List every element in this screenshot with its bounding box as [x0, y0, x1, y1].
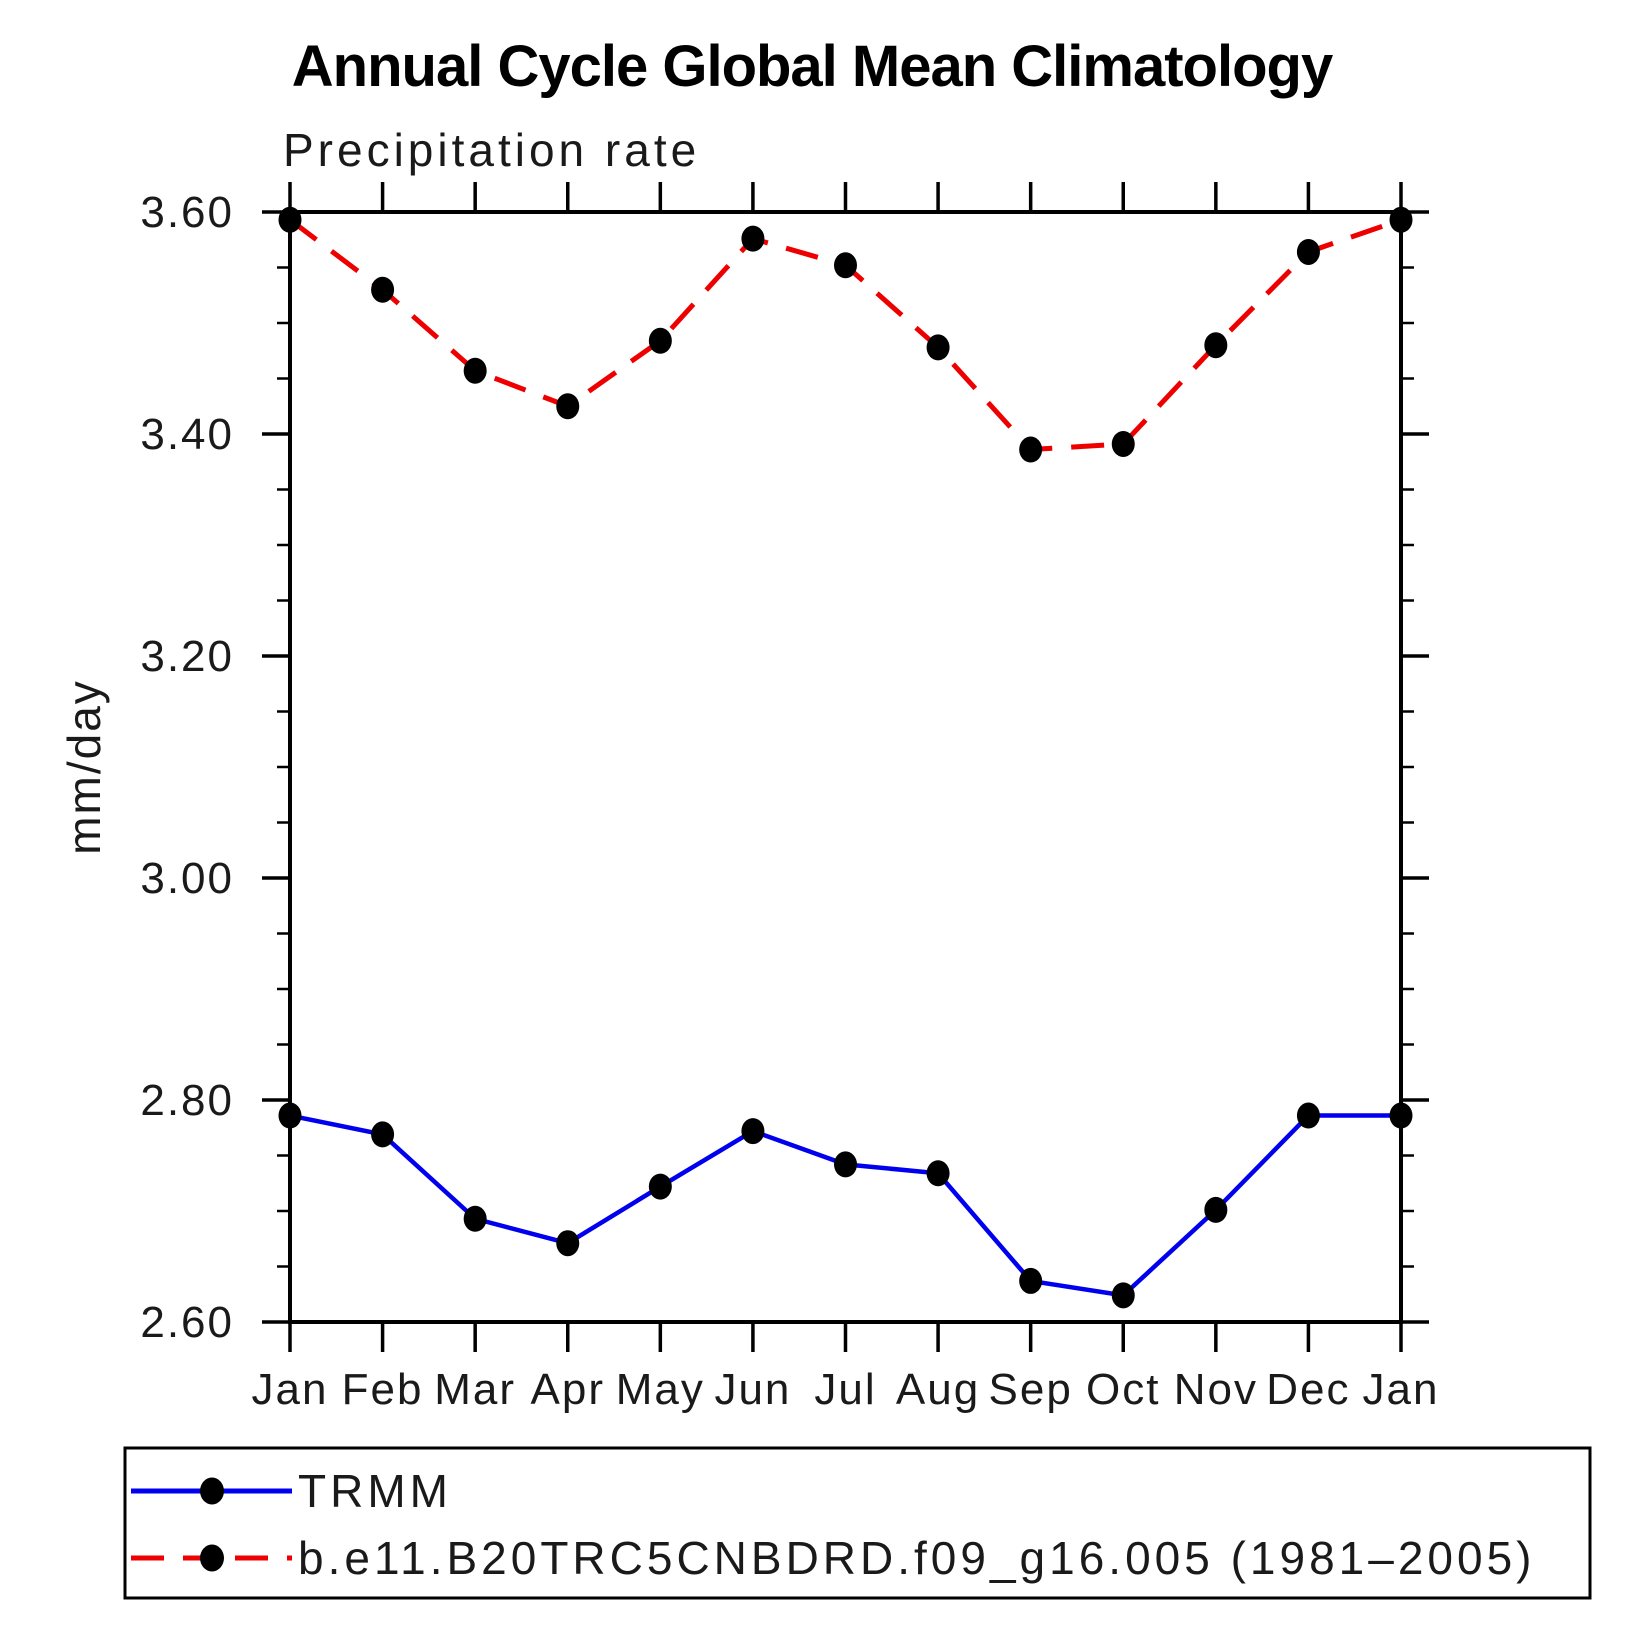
data-point-marker — [648, 1173, 672, 1200]
y-tick-label: 3.40 — [140, 410, 234, 459]
data-point-marker — [926, 1160, 950, 1187]
data-point-marker — [1389, 1102, 1413, 1129]
legend-samples — [131, 1477, 292, 1572]
data-point-marker — [1296, 238, 1320, 265]
data-point-marker — [834, 252, 857, 279]
series-line-trmm — [289, 1113, 1401, 1298]
data-point-marker — [278, 1102, 302, 1129]
y-tick-label: 2.80 — [140, 1076, 234, 1125]
y-tick-label: 3.20 — [140, 632, 234, 681]
data-point-marker — [1389, 206, 1413, 233]
data-point-marker — [741, 225, 765, 252]
x-tick-label: Sep — [989, 1365, 1073, 1414]
legend-marker-icon — [200, 1544, 224, 1572]
data-point-marker — [1019, 1267, 1043, 1294]
axes-layer: Jan Feb Mar Apr May Jun Jul Aug Sep Oct Nov Dec Jan 2… — [140, 182, 1440, 1414]
data-point-marker — [1296, 1102, 1320, 1129]
legend-label-model: b.e11.B20TRC5CNBDRD.f09_g16.005 (1981–20… — [298, 1532, 1535, 1584]
legend-box: TRMM b.e11.B20TRC5CNBDRD.f09_g16.005 (19… — [123, 1446, 1592, 1600]
data-point-marker — [1204, 332, 1228, 359]
data-point-marker — [1019, 436, 1043, 463]
data-point-marker — [834, 1151, 857, 1178]
y-tick-label: 2.60 — [140, 1298, 234, 1347]
y-tick-label: 3.60 — [140, 188, 234, 237]
x-tick-label: Jan — [252, 1365, 329, 1414]
x-tick-label: Jul — [814, 1365, 876, 1414]
x-tick-label: May — [616, 1365, 705, 1414]
x-tick-label: Apr — [531, 1365, 605, 1414]
x-tick-label: Jan — [1363, 1365, 1440, 1414]
data-point-marker — [463, 1205, 487, 1232]
data-point-marker — [556, 1230, 580, 1257]
x-tick-label: Aug — [896, 1365, 980, 1414]
x-tick-label: Feb — [342, 1365, 424, 1414]
data-point-marker — [741, 1118, 765, 1145]
data-point-marker — [556, 393, 580, 420]
data-point-marker — [648, 327, 672, 354]
series-layer — [278, 206, 1413, 1309]
y-axis-title: mm/day — [58, 679, 110, 855]
chart-title: Annual Cycle Global Mean Climatology — [292, 34, 1333, 99]
legend-border — [123, 1446, 1592, 1600]
data-point-marker — [926, 334, 950, 361]
data-point-marker — [1111, 430, 1135, 457]
legend-label-trmm: TRMM — [298, 1465, 452, 1517]
data-point-marker — [371, 1121, 395, 1148]
data-point-marker — [1111, 1282, 1135, 1309]
x-tick-label: Nov — [1174, 1365, 1258, 1414]
chart-subtitle: Precipitation rate — [283, 124, 700, 176]
x-tick-label: Dec — [1266, 1365, 1350, 1414]
x-tick-label: Jun — [714, 1365, 791, 1414]
legend-marker-icon — [200, 1477, 224, 1505]
data-point-marker — [278, 206, 302, 233]
x-tick-label: Mar — [434, 1365, 516, 1414]
data-point-marker — [371, 276, 395, 303]
data-point-marker — [463, 357, 487, 384]
y-tick-label: 3.00 — [140, 854, 234, 903]
x-tick-label: Oct — [1086, 1365, 1160, 1414]
data-point-marker — [1204, 1196, 1228, 1223]
